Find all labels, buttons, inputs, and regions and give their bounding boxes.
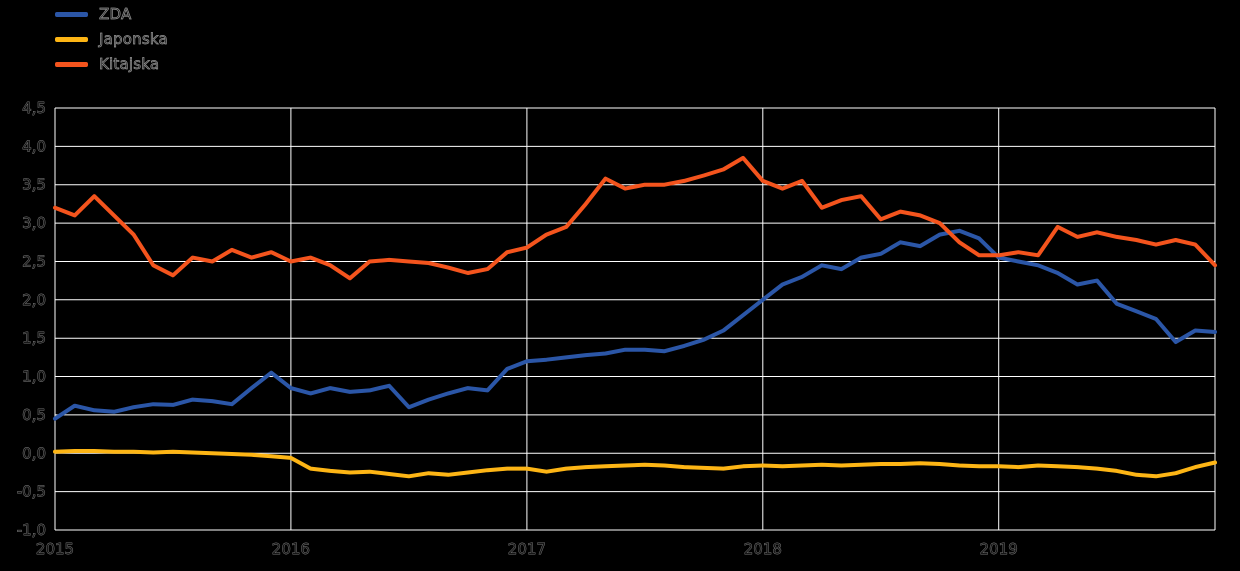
y-tick-label: 4,5 [22,99,46,117]
legend-label-japonska: Japonska [99,30,168,49]
x-tick-label: 2015 [36,540,74,558]
y-tick-label: 2,5 [22,253,46,271]
y-tick-label: 3,5 [22,176,46,194]
x-axis-labels: 2015 2016 2017 2018 2019 [36,540,1019,559]
legend-item-zda: ZDA [55,5,168,23]
y-tick-label: 0,5 [22,406,46,424]
y-tick-label: -0,5 [17,483,46,501]
legend-item-kitajska: Kitajska [55,55,168,73]
series-line-japonska [53,449,1217,479]
legend-label-kitajska: Kitajska [99,55,160,74]
kitajska-line-swatch [55,61,88,67]
y-tick-label: 1,5 [22,329,46,347]
japonska-line-swatch [55,36,88,42]
y-tick-label: 2,0 [22,291,46,309]
y-axis-labels: 4,5 4,0 3,5 3,0 2,5 2,0 1,5 1,0 0,5 0,0 -0,5 -1,0 [16,99,46,540]
x-tick-label: 2016 [272,540,310,558]
legend-item-japonska: Japonska [55,30,168,48]
y-tick-label: 0,0 [22,444,46,462]
x-tick-label: 2018 [744,540,782,558]
series-line-zda [53,228,1217,421]
x-tick-label: 2019 [980,540,1018,558]
y-tick-label: 3,0 [22,214,46,232]
y-tick-label: 4,0 [22,137,46,155]
grid-lines-horizontal [55,107,1215,531]
series-line-kitajska [53,155,1217,281]
zda-line-swatch [55,11,88,17]
y-tick-label: -1,0 [17,521,46,539]
legend-label-zda: ZDA [99,5,132,24]
y-tick-label: 1,0 [22,368,46,386]
x-tick-label: 2017 [508,540,546,558]
chart-legend: ZDA Japonska Kitajska [55,5,168,73]
